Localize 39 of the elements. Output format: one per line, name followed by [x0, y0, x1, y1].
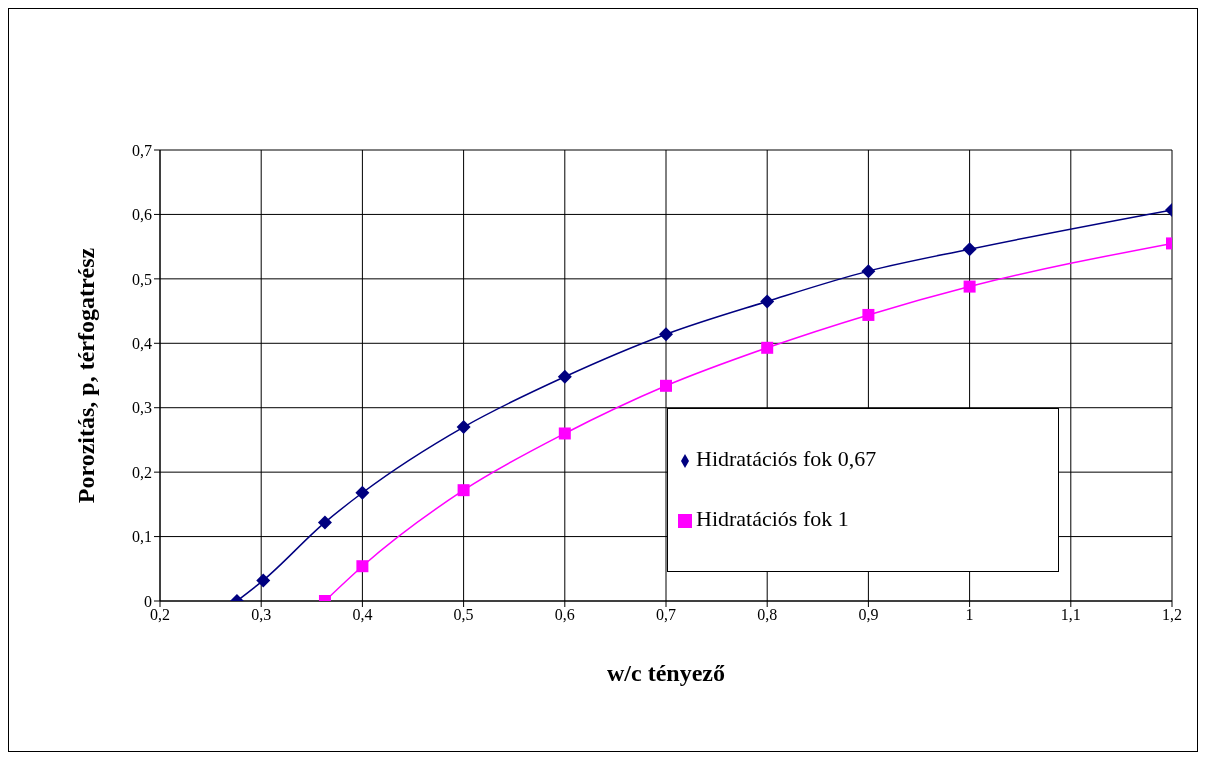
- x-tick-label: 1: [965, 606, 974, 624]
- x-tick-label: 0,3: [251, 606, 272, 624]
- x-tick-label: 0,8: [757, 606, 778, 624]
- x-axis-title: w/c tényező: [607, 660, 725, 686]
- point: [558, 427, 571, 440]
- point: [356, 560, 369, 573]
- y-tick-label: 0,2: [132, 463, 152, 481]
- x-tick-label: 0,6: [554, 606, 575, 624]
- point: [660, 379, 672, 392]
- y-tick-label: 0: [144, 592, 152, 610]
- point: [355, 485, 370, 500]
- point: [962, 242, 977, 257]
- point: [760, 294, 775, 309]
- x-tick-label: 0,9: [858, 606, 879, 624]
- legend-label: Hidratációs fok 1: [696, 506, 849, 531]
- point: [761, 341, 774, 354]
- y-tick-label: 0,6: [132, 206, 152, 224]
- y-tick-label: 0,5: [132, 270, 152, 288]
- point: [317, 515, 332, 530]
- point: [862, 308, 875, 321]
- y-tick-label: 0,7: [132, 141, 152, 159]
- point: [557, 369, 572, 384]
- x-tick-label: 1,2: [1162, 606, 1182, 624]
- point: [963, 280, 976, 293]
- point: [861, 264, 876, 279]
- x-tick-label: 0,5: [453, 606, 474, 624]
- x-tick-label: 0,7: [656, 606, 676, 624]
- y-tick-label: 0,4: [132, 334, 152, 352]
- y-tick-label: 0,1: [132, 528, 152, 546]
- x-tick-label: 0,2: [150, 606, 170, 624]
- y-axis-title: Porozitás, p, térfogatrész: [72, 247, 99, 504]
- point: [456, 420, 471, 435]
- legend-label: Hidratációs fok 0,67: [696, 446, 877, 471]
- point: [659, 327, 673, 342]
- point: [256, 573, 271, 588]
- point: [457, 484, 470, 497]
- x-tick-label: 0,4: [352, 606, 373, 624]
- y-tick-label: 0,3: [132, 399, 152, 417]
- x-tick-label: 1,1: [1060, 606, 1081, 624]
